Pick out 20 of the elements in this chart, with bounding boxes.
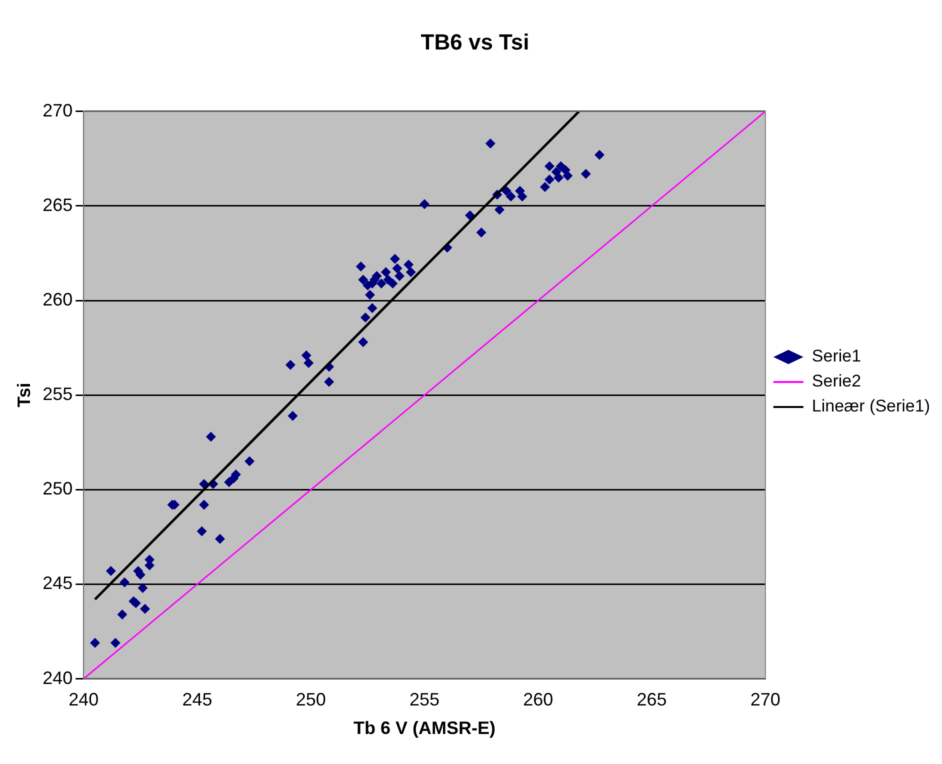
y-tick-label: 245 bbox=[42, 573, 73, 594]
x-tick-label: 245 bbox=[182, 690, 212, 710]
x-tick-label: 265 bbox=[636, 690, 667, 710]
x-tick-label: 255 bbox=[409, 690, 440, 710]
y-tick-label: 240 bbox=[42, 668, 73, 688]
x-axis-title: Tb 6 V (AMSR-E) bbox=[354, 718, 496, 738]
x-tick-label: 260 bbox=[523, 690, 554, 710]
legend-label: Lineær (Serie1) bbox=[812, 396, 930, 416]
y-tick-label: 265 bbox=[42, 194, 73, 215]
x-tick-label: 270 bbox=[750, 690, 780, 710]
y-axis-title: Tsi bbox=[14, 382, 34, 408]
x-tick-label: 240 bbox=[68, 690, 99, 710]
y-tick-label: 250 bbox=[42, 478, 73, 499]
chart-title: TB6 vs Tsi bbox=[420, 29, 530, 54]
y-tick-label: 255 bbox=[42, 384, 73, 404]
y-tick-label: 260 bbox=[42, 290, 73, 310]
x-tick-label: 250 bbox=[296, 690, 326, 710]
legend-label: Serie1 bbox=[812, 346, 862, 366]
legend-label: Serie2 bbox=[812, 372, 862, 391]
y-tick-label: 270 bbox=[42, 100, 73, 120]
